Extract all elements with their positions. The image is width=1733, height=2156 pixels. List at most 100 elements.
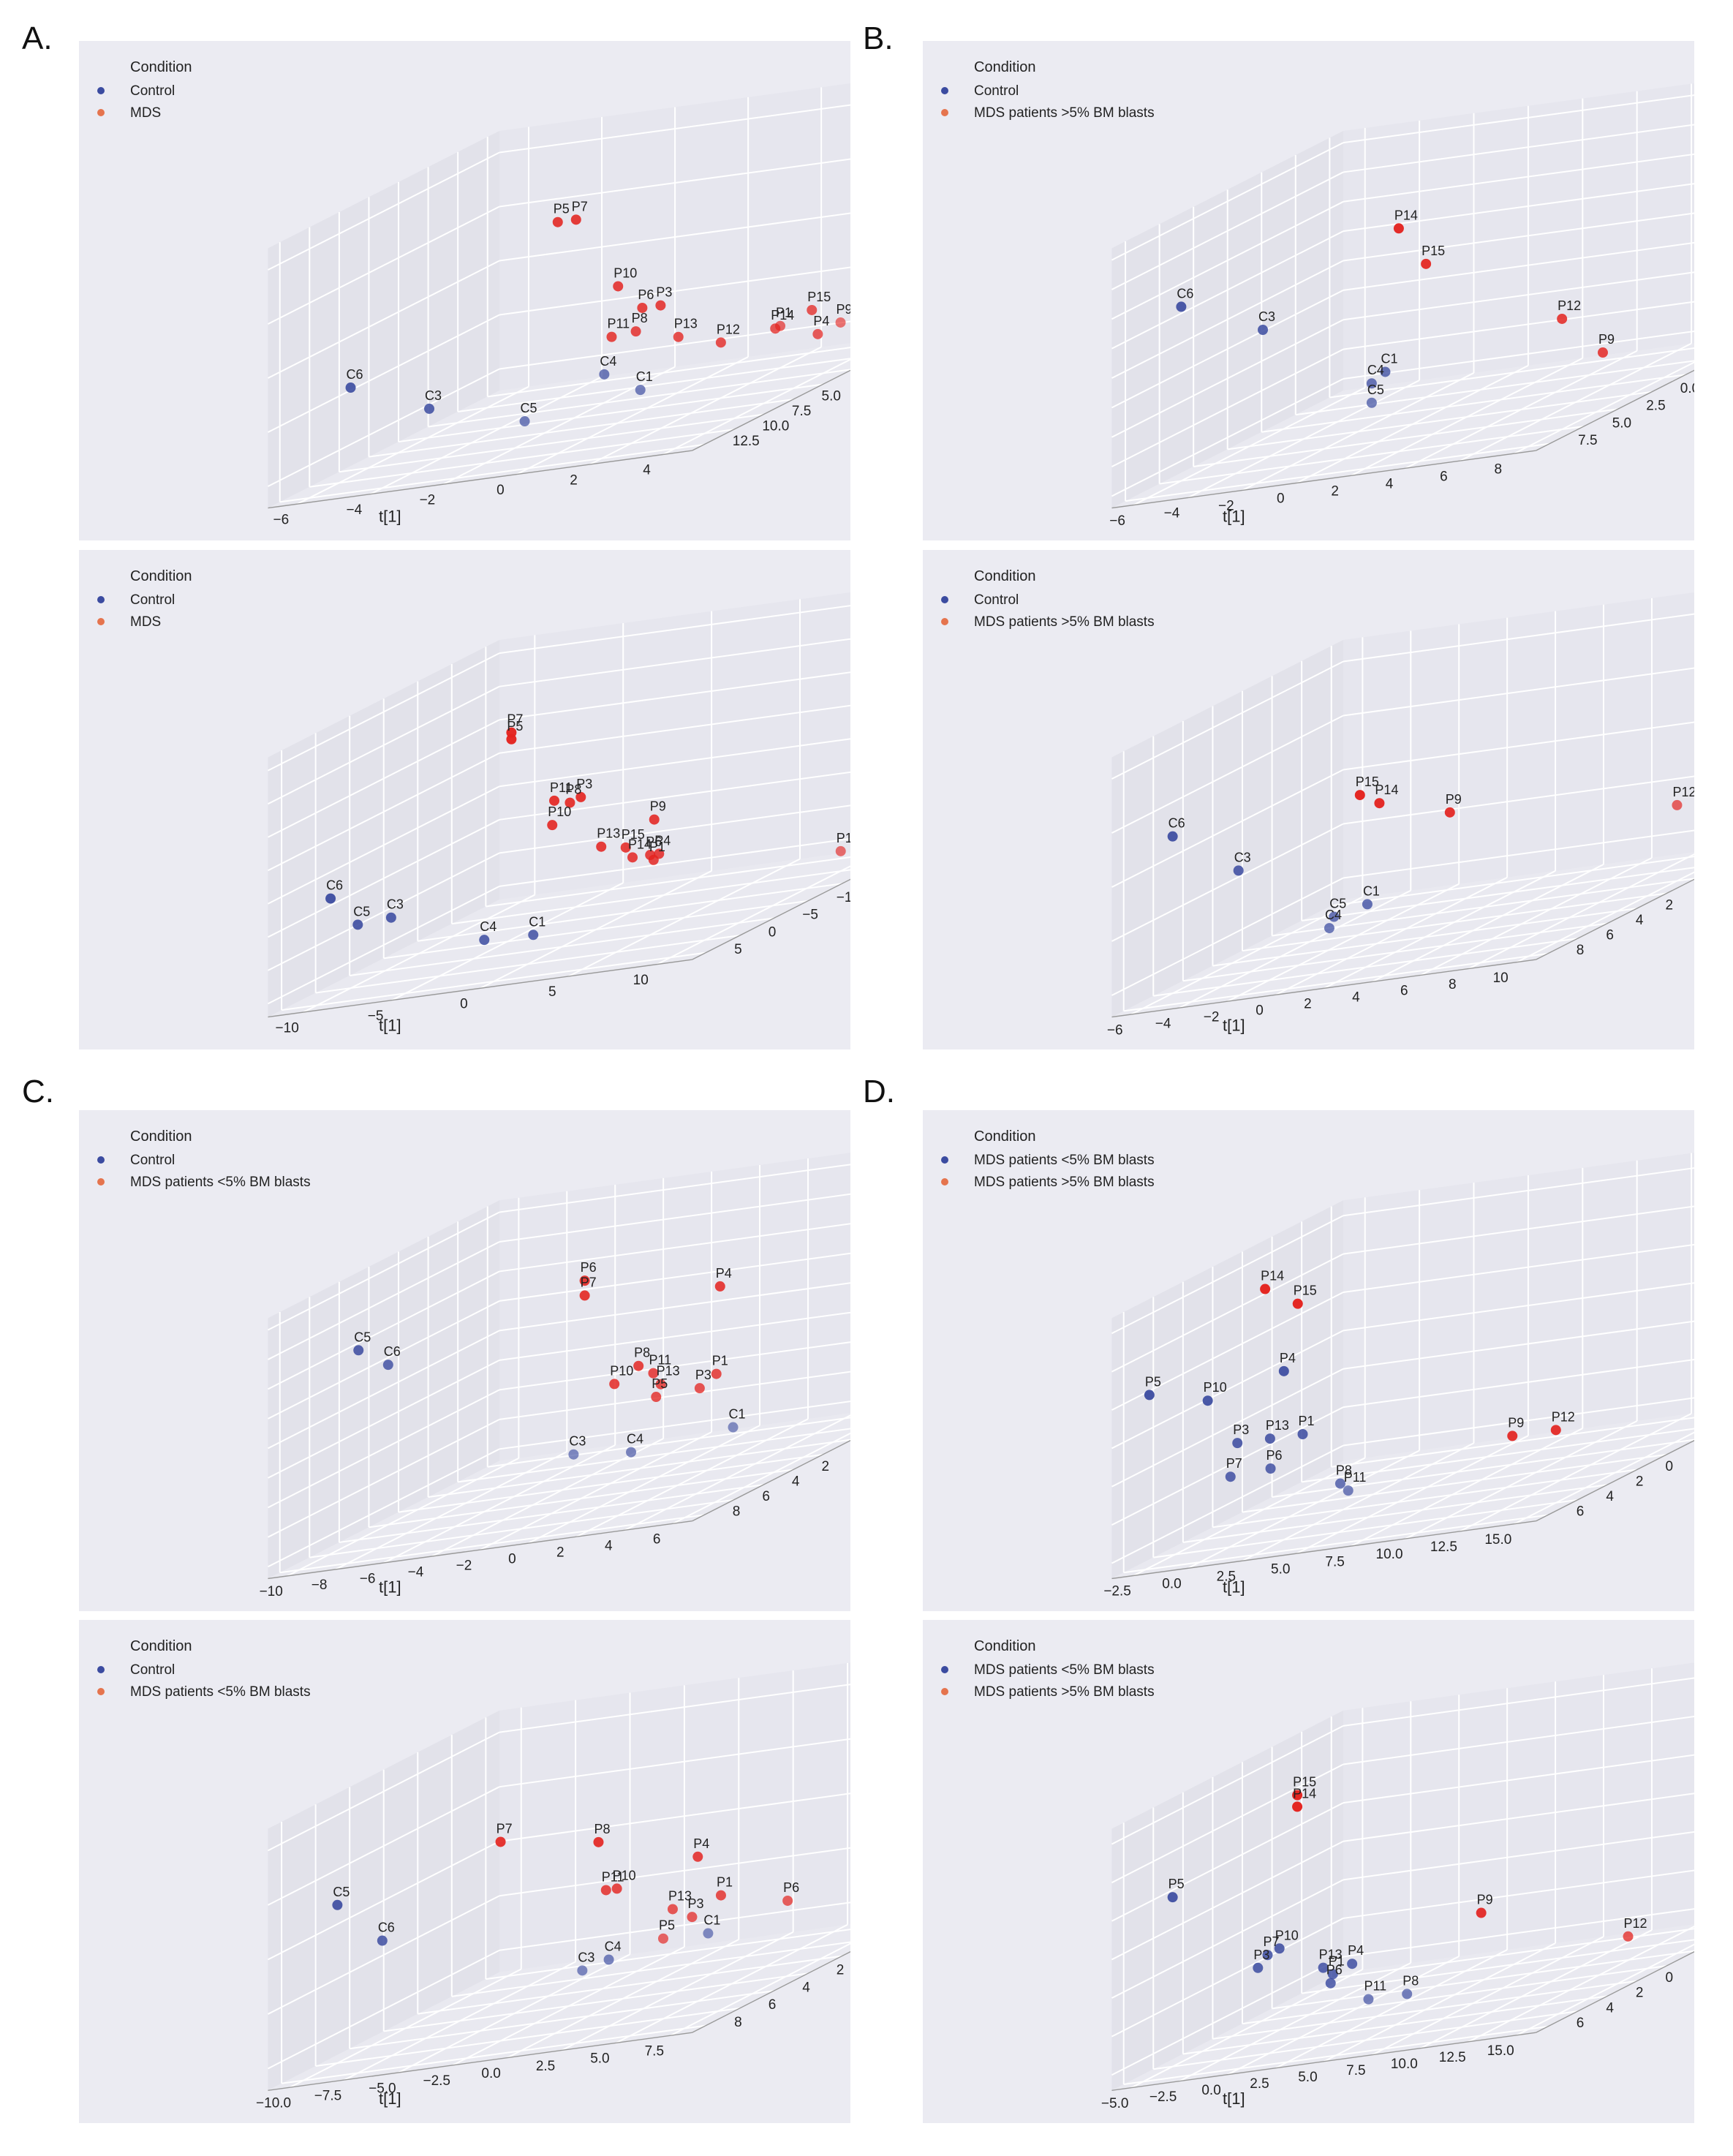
legend-entry: MDS [130, 614, 161, 630]
grid-y-floor [383, 900, 809, 960]
point-label: P1 [717, 1875, 733, 1890]
legend-title: Condition [130, 568, 192, 584]
x-tick-label: 0.0 [1162, 1577, 1181, 1592]
grid-z-back [1343, 330, 1694, 380]
grid-z-left [1111, 715, 1344, 834]
data-point [655, 300, 666, 311]
point-label: P3 [1233, 1422, 1249, 1437]
grid-z-back [1343, 775, 1694, 825]
legend-marker [941, 1156, 948, 1164]
point-label: C4 [1325, 908, 1342, 922]
point-label: P9 [1477, 1893, 1493, 1907]
data-point [1476, 1907, 1487, 1918]
point-label: C5 [1329, 897, 1346, 911]
data-point [812, 328, 823, 339]
grid-z-back [1343, 1793, 1694, 1842]
data-point [570, 214, 581, 225]
grid-z-back [1343, 241, 1694, 291]
grid-x-floor [624, 1414, 850, 1531]
point-label: P15 [1294, 1284, 1317, 1298]
grid-y-floor [281, 951, 706, 1011]
grid-x-floor [1179, 889, 1411, 1009]
grid-z-left [1111, 1406, 1344, 1526]
grid-z-back [499, 1311, 850, 1361]
data-point [835, 845, 846, 856]
point-label: C5 [354, 1330, 371, 1344]
floor-pane [268, 1413, 850, 1579]
grid-y-floor [1153, 2010, 1578, 2070]
grid-z-left [268, 1949, 500, 2070]
data-point [667, 1904, 678, 1915]
legend: Condition MDS patients <5% BM blasts MDS p… [941, 1638, 1155, 1700]
y-tick-label: 4 [802, 1980, 810, 1995]
grid-y-floor [1242, 892, 1667, 952]
data-point [593, 1836, 604, 1847]
legend: Condition Control MDS patients <5% BM blas… [97, 1128, 311, 1190]
data-point [1258, 324, 1269, 335]
y-tick-label: 7.5 [1578, 433, 1597, 448]
data-point [1366, 397, 1377, 408]
grid-z-left [268, 1448, 500, 1568]
grid-z-back [499, 266, 850, 316]
data-point [1225, 1471, 1236, 1482]
y-tick-label: 8 [734, 2015, 742, 2030]
gridlines [1111, 83, 1694, 506]
tick-labels: −10−50510−25−20−15−10−505−7.5−5.0−2.50.0… [276, 890, 850, 1036]
grid-z-back [499, 1401, 850, 1450]
grid-y-floor [451, 1941, 850, 1997]
grid-y-floor [350, 1990, 774, 2050]
legend-entry: Control [130, 1662, 175, 1678]
x-axis-label: t[1] [1223, 1578, 1245, 1596]
grid-z-left [268, 1786, 500, 1906]
point-label: P3 [656, 285, 672, 300]
data-point [648, 1368, 659, 1379]
grid-z-left [1111, 769, 1344, 888]
data-point [711, 1368, 722, 1379]
y-tick-label: 2 [1666, 897, 1674, 913]
x-tick-label: −10 [260, 1584, 283, 1599]
data-point [1144, 1390, 1155, 1401]
grid-z-left [268, 1418, 500, 1538]
grid-z-back [1343, 1754, 1694, 1804]
scatter3d-plot: −10−8−6−4−20246−6−4−202468−5−4−3−2−10123… [97, 1128, 850, 1599]
section-label-b: B. [863, 20, 894, 56]
data-point [345, 382, 356, 393]
x-tick-label: 4 [1352, 990, 1360, 1006]
data-point [577, 1965, 588, 1976]
axis-line [268, 450, 692, 509]
grid-z-back [499, 1738, 850, 1788]
data-point [479, 935, 490, 946]
grid-z-back [1343, 1167, 1694, 1217]
legend-entry: MDS [130, 105, 161, 121]
x-tick-label: −5.0 [369, 2081, 396, 2096]
data-point [1297, 1429, 1308, 1440]
point-label: C5 [333, 1885, 350, 1899]
grid-x-floor [672, 1432, 850, 1525]
point-label: P3 [576, 777, 592, 791]
point-label: P11 [602, 1869, 624, 1884]
legend: Condition Control MDS patients >5% BM blas… [941, 59, 1155, 121]
grid-z-back [499, 804, 850, 854]
point-label: C6 [347, 367, 363, 382]
grid-y-floor [1272, 878, 1694, 937]
gridlines [1111, 1153, 1694, 1577]
y-tick-label: 12.5 [733, 434, 760, 449]
grid-x-floor [589, 346, 822, 465]
grid-z-left [268, 1840, 500, 1961]
point-label: C3 [569, 1434, 586, 1449]
y-tick-label: 6 [1606, 928, 1614, 943]
data-point [1354, 790, 1365, 801]
data-point [1421, 258, 1432, 269]
axis-labels: t[1]t[2]t[3] [379, 507, 401, 525]
data-point [495, 1836, 506, 1847]
data-point [835, 317, 846, 328]
data-point [1260, 1284, 1271, 1294]
grid-y-floor [1261, 374, 1686, 433]
grid-y-floor [315, 2007, 741, 2067]
grid-y-floor [1227, 391, 1653, 451]
data-point [1278, 1365, 1289, 1376]
x-tick-label: 10.0 [1391, 2057, 1418, 2072]
grid-z-back [1343, 271, 1694, 321]
data-point [1380, 366, 1391, 377]
